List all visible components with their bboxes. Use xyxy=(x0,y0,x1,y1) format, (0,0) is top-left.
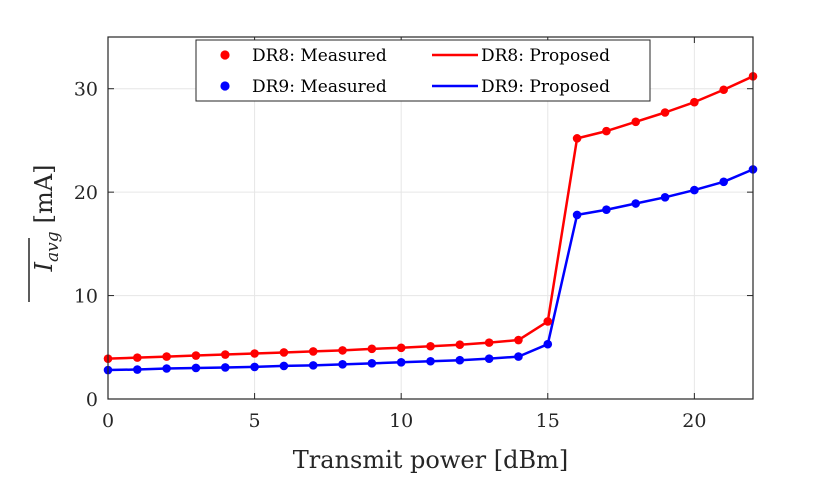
point-dr9-measured-16 xyxy=(572,210,582,220)
point-dr9-measured-6 xyxy=(279,361,289,371)
point-dr9-measured-14 xyxy=(514,352,523,361)
point-dr8-measured-16 xyxy=(572,134,582,143)
point-dr8-measured-8 xyxy=(338,346,347,355)
point-dr8-measured-11 xyxy=(426,341,435,351)
x-tick-label-0: 0 xyxy=(102,410,114,432)
point-dr9-measured-18 xyxy=(631,199,641,208)
legend: DR8: Measured DR8: Proposed DR9: Measure… xyxy=(195,39,651,102)
y-tick-label-10: 10 xyxy=(74,286,98,308)
point-dr9-measured-19 xyxy=(660,193,670,202)
point-dr8-measured-15 xyxy=(543,317,553,326)
point-dr8-measured-19 xyxy=(660,108,670,117)
legend-marker-dr8-measured xyxy=(220,50,230,60)
x-tick-label-20: 20 xyxy=(682,410,706,432)
point-dr9-measured-21 xyxy=(719,177,728,187)
y-tick-label-30: 30 xyxy=(74,79,98,101)
legend-label-dr8-measured: DR8: Measured xyxy=(252,46,387,66)
x-axis-title: Transmit power [dBm] xyxy=(293,446,568,474)
point-dr8-measured-20 xyxy=(690,97,699,107)
y-axis-title: Iavg [mA] xyxy=(28,165,63,302)
point-dr8-measured-6 xyxy=(279,348,289,357)
point-dr9-measured-8 xyxy=(338,360,347,369)
point-dr9-measured-1 xyxy=(133,365,142,374)
series-markers xyxy=(103,72,758,375)
point-dr9-measured-11 xyxy=(426,356,435,366)
point-dr9-measured-9 xyxy=(367,359,377,368)
x-tick-label-5: 5 xyxy=(249,410,261,432)
point-dr8-measured-18 xyxy=(631,117,641,127)
y-axis-title-unit: [mA] xyxy=(30,165,58,224)
legend-box xyxy=(195,39,651,102)
point-dr9-measured-12 xyxy=(455,355,465,365)
y-tick-label-20: 20 xyxy=(74,182,98,204)
legend-label-dr9-proposed: DR9: Proposed xyxy=(481,77,610,97)
ticks: 0 5 10 15 20 0 10 20 30 xyxy=(74,37,753,432)
point-dr8-measured-2 xyxy=(162,352,171,361)
point-dr8-measured-4 xyxy=(220,350,230,359)
legend-label-dr9-measured: DR9: Measured xyxy=(252,77,387,97)
x-tick-label-15: 15 xyxy=(536,410,560,432)
point-dr8-measured-14 xyxy=(514,335,523,345)
point-dr9-measured-13 xyxy=(484,354,494,363)
point-dr9-measured-20 xyxy=(690,185,699,195)
y-axis-title-subscript: avg xyxy=(43,231,63,262)
y-tick-label-0: 0 xyxy=(86,389,98,411)
svg-text:Iavg[mA]: Iavg [mA] xyxy=(30,165,63,273)
point-dr9-measured-3 xyxy=(191,363,201,373)
point-dr8-measured-12 xyxy=(455,340,465,350)
legend-marker-dr9-measured xyxy=(220,81,230,91)
plot-frame xyxy=(107,36,754,400)
point-dr9-measured-10 xyxy=(396,357,406,367)
point-dr8-measured-9 xyxy=(367,344,377,354)
point-dr8-measured-21 xyxy=(719,85,728,95)
point-dr8-measured-7 xyxy=(308,347,318,356)
x-tick-label-10: 10 xyxy=(389,410,413,432)
point-dr9-measured-15 xyxy=(543,339,553,349)
legend-label-dr8-proposed: DR8: Proposed xyxy=(481,46,610,66)
point-dr9-measured-5 xyxy=(250,362,259,372)
point-dr9-measured-4 xyxy=(220,363,230,372)
point-dr8-measured-3 xyxy=(191,351,201,360)
point-dr9-measured-7 xyxy=(308,361,318,370)
point-dr8-measured-17 xyxy=(602,126,611,136)
point-dr8-measured-10 xyxy=(396,343,406,353)
point-dr8-measured-5 xyxy=(250,349,259,358)
point-dr8-measured-13 xyxy=(484,338,494,347)
point-dr9-measured-17 xyxy=(602,205,611,215)
point-dr8-measured-1 xyxy=(133,353,142,362)
point-dr9-measured-2 xyxy=(162,364,171,373)
y-axis-title-symbol: I xyxy=(30,261,58,272)
